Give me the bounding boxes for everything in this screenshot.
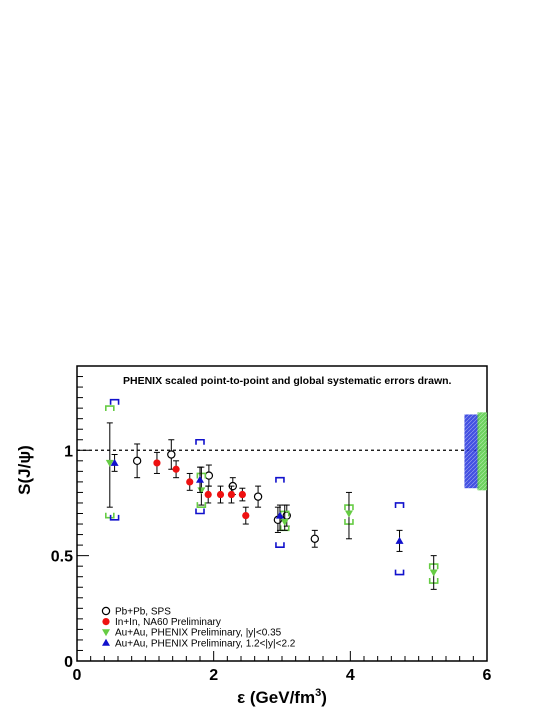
global-systematic-box bbox=[464, 414, 479, 489]
data-point bbox=[429, 569, 438, 577]
systematic-bracket-upper bbox=[275, 476, 285, 483]
legend-label: Pb+Pb, SPS bbox=[115, 607, 171, 618]
data-point bbox=[253, 492, 263, 501]
series-2 bbox=[153, 451, 250, 525]
legend-marker bbox=[102, 618, 110, 626]
data-point bbox=[153, 459, 161, 467]
systematic-bracket-lower bbox=[195, 508, 205, 515]
y-tick-label: 0.5 bbox=[51, 549, 73, 566]
chart-annotation: PHENIX scaled point-to-point and global … bbox=[123, 375, 452, 387]
data-point bbox=[395, 536, 404, 544]
systematic-bracket-lower bbox=[394, 569, 405, 576]
data-point bbox=[172, 465, 180, 473]
systematic-bracket-upper bbox=[195, 438, 205, 445]
x-axis-title: ε (GeV/fm3) bbox=[237, 687, 327, 707]
y-tick-label: 0 bbox=[64, 654, 73, 671]
data-point bbox=[238, 490, 246, 499]
x-tick-label: 6 bbox=[483, 667, 492, 684]
data-point bbox=[216, 490, 225, 499]
data-point bbox=[167, 450, 176, 459]
x-tick-label: 0 bbox=[73, 667, 82, 684]
data-point bbox=[105, 459, 114, 467]
systematic-bracket-upper bbox=[394, 502, 405, 508]
data-point bbox=[186, 478, 194, 486]
y-axis-title: S(J/ψ) bbox=[15, 445, 34, 495]
data-point bbox=[242, 512, 250, 520]
systematic-bracket-lower bbox=[196, 502, 207, 508]
series-1 bbox=[132, 439, 319, 548]
data-point bbox=[227, 490, 236, 499]
y-tick-label: 1 bbox=[64, 443, 73, 460]
data-point bbox=[110, 458, 119, 466]
global-systematic-box bbox=[477, 412, 487, 491]
global-systematic-boxes bbox=[464, 412, 487, 491]
data-point bbox=[204, 490, 212, 499]
data-point bbox=[204, 471, 214, 480]
data-point bbox=[196, 475, 204, 483]
data-point bbox=[344, 510, 353, 518]
x-tick-label: 2 bbox=[209, 667, 218, 684]
x-axis-title-superscript: 3 bbox=[315, 687, 321, 699]
data-point bbox=[310, 534, 319, 543]
legend-marker bbox=[102, 629, 110, 637]
data-point bbox=[197, 487, 206, 495]
axis-ticks bbox=[76, 365, 488, 662]
systematic-bracket-upper bbox=[105, 405, 115, 412]
legend-label: Au+Au, PHENIX Preliminary, |y|<0.35 bbox=[115, 628, 282, 639]
tick-labels: 0 2 4 6 0 0.5 1 bbox=[51, 443, 492, 684]
systematic-bracket-upper bbox=[109, 398, 120, 405]
legend-marker bbox=[101, 606, 111, 616]
data-point bbox=[280, 518, 289, 526]
series-4 bbox=[109, 398, 405, 576]
x-axis-title-close: ) bbox=[321, 688, 327, 707]
legend-marker bbox=[102, 638, 110, 646]
data-series bbox=[105, 398, 439, 590]
systematic-bracket-lower bbox=[275, 542, 285, 549]
legend-label: Au+Au, PHENIX Preliminary, 1.2<|y|<2.2 bbox=[115, 638, 296, 649]
data-point bbox=[275, 511, 284, 519]
data-point bbox=[132, 456, 142, 466]
x-tick-label: 4 bbox=[346, 667, 355, 684]
systematic-bracket-lower bbox=[109, 514, 120, 521]
legend-label: In+In, NA60 Preliminary bbox=[115, 617, 221, 628]
series-3 bbox=[105, 405, 439, 590]
